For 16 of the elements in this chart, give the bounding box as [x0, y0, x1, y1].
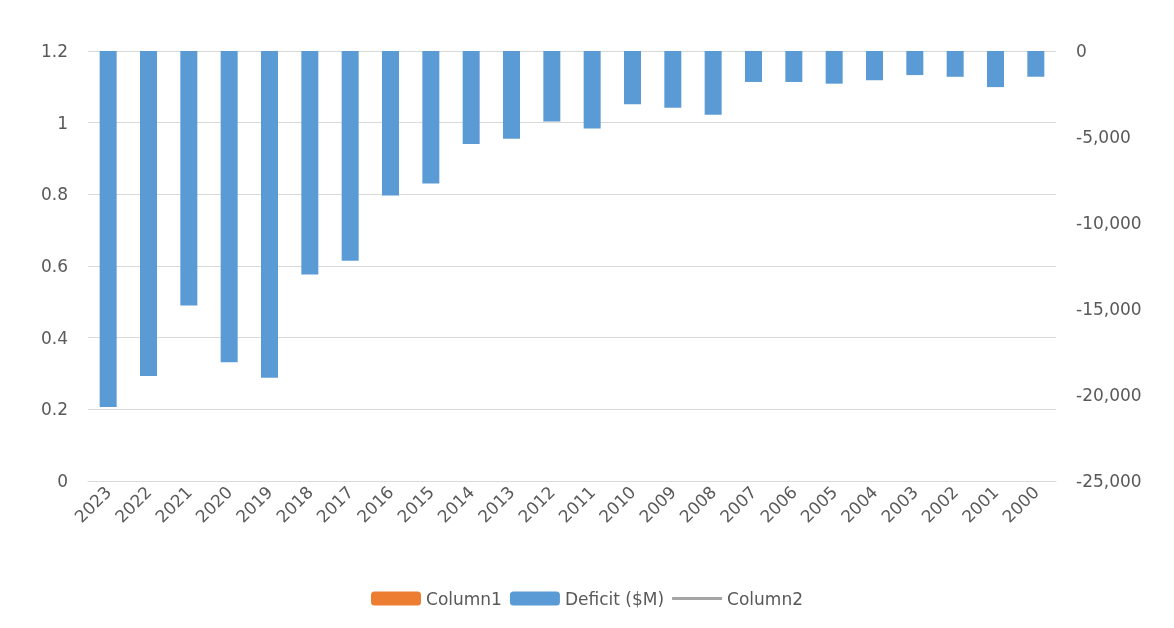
y2-tick-label: -10,000	[1076, 213, 1142, 233]
y2-tick-label: -5,000	[1076, 127, 1131, 147]
y-tick-label: 0	[57, 471, 68, 491]
y2-tick-label: -25,000	[1076, 471, 1142, 491]
legend-label: Column2	[727, 588, 803, 609]
y-tick-label: 1.2	[40, 41, 68, 61]
y-tick-label: 1	[57, 112, 68, 133]
y-tick-label: 0.8	[40, 184, 68, 205]
y2-tick-label: 0	[1076, 41, 1087, 61]
y-tick-label: 0.4	[40, 327, 68, 348]
y2-tick-label: -20,000	[1076, 385, 1142, 405]
y-tick-label: 0.2	[40, 399, 68, 420]
legend-label: Column1	[426, 588, 502, 609]
legend-label: Deficit ($M)	[564, 588, 665, 609]
y-tick-label: 0.6	[40, 256, 68, 276]
y2-tick-label: -15,000	[1076, 299, 1142, 319]
